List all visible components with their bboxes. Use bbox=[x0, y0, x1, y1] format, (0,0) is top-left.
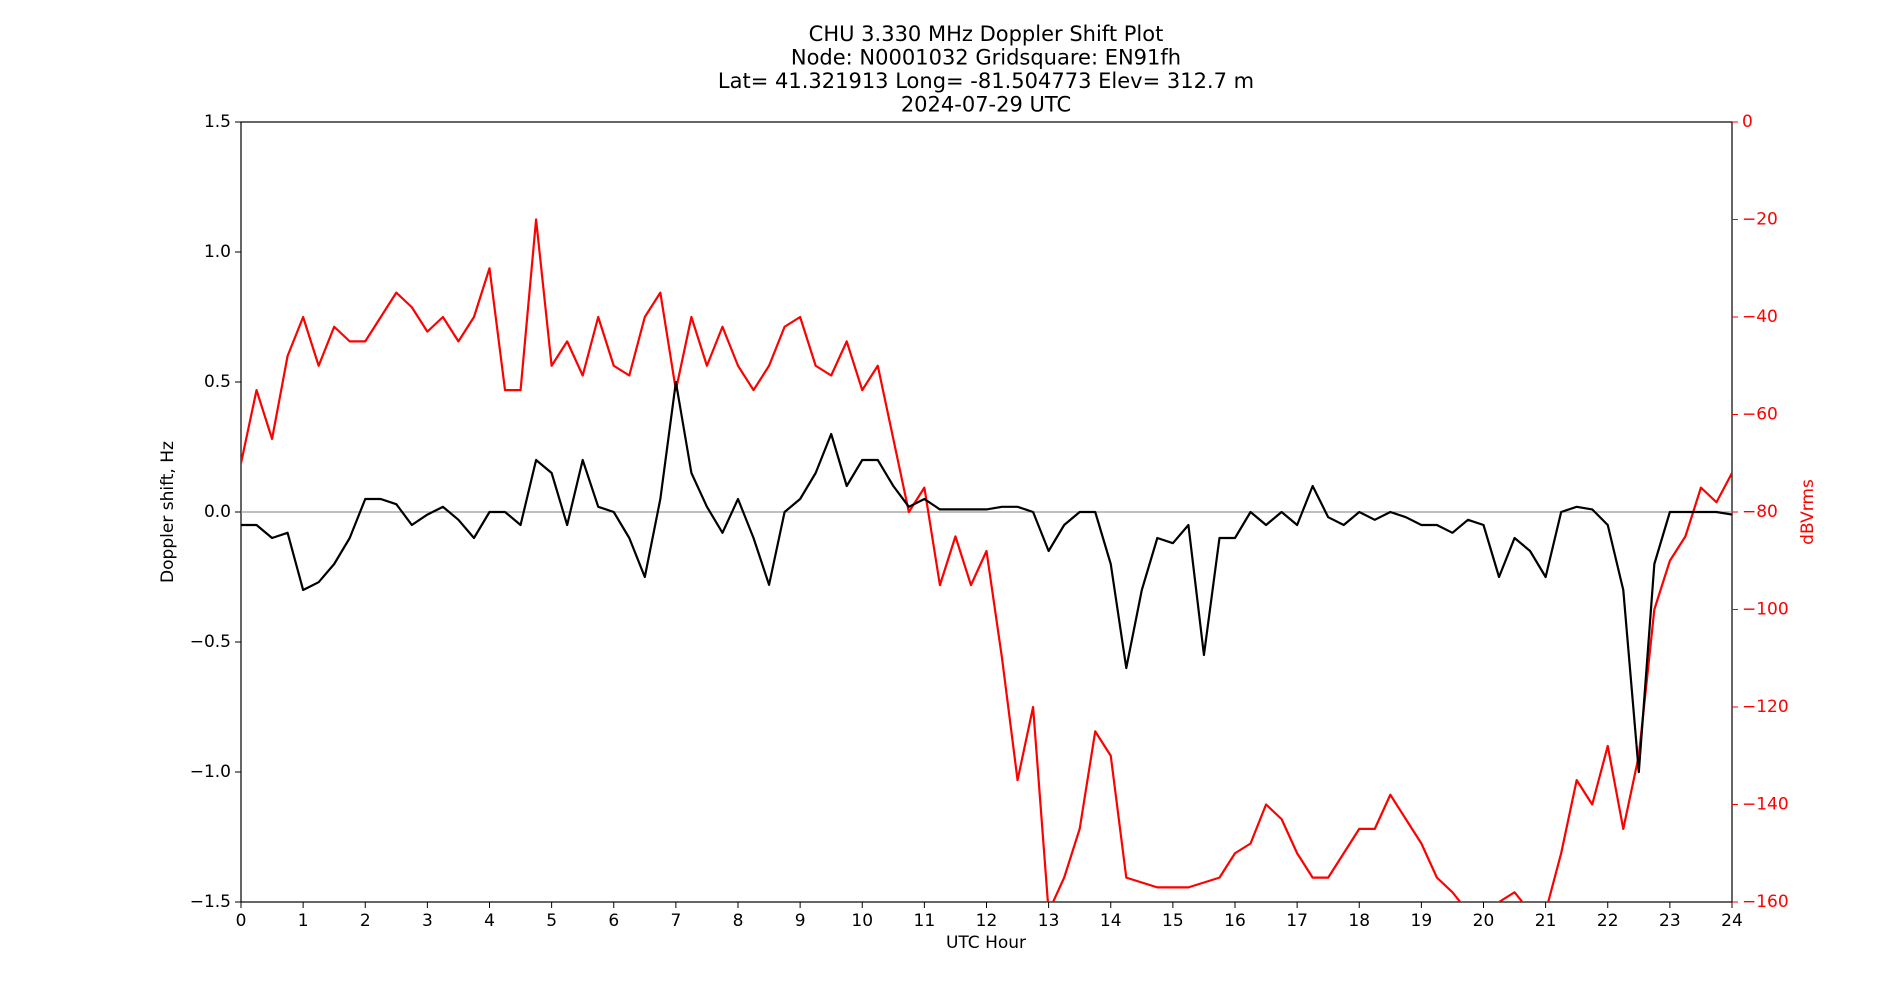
y-tick-label: −1.5 bbox=[190, 892, 231, 912]
x-tick-label: 20 bbox=[1473, 911, 1495, 931]
x-tick-label: 0 bbox=[236, 911, 247, 931]
series-line bbox=[241, 218, 1732, 902]
x-tick-label: 7 bbox=[670, 911, 681, 931]
x-tick-label: 13 bbox=[1038, 911, 1060, 931]
y2-tick-label: −100 bbox=[1742, 600, 1789, 620]
x-tick-label: 16 bbox=[1224, 911, 1246, 931]
x-tick-label: 24 bbox=[1721, 911, 1743, 931]
y-tick-label: 0.0 bbox=[204, 502, 231, 522]
y-tick-label: 0.5 bbox=[204, 372, 231, 392]
x-tick-label: 5 bbox=[546, 911, 557, 931]
y2-tick-label: −140 bbox=[1742, 795, 1789, 815]
y2-tick-label: −80 bbox=[1742, 502, 1778, 522]
y-tick-label: −1.0 bbox=[190, 762, 231, 782]
chart-title: CHU 3.330 MHz Doppler Shift Plot bbox=[809, 22, 1164, 46]
series-line bbox=[241, 380, 1732, 774]
x-tick-label: 3 bbox=[422, 911, 433, 931]
x-tick-label: 18 bbox=[1348, 911, 1370, 931]
x-tick-label: 19 bbox=[1411, 911, 1433, 931]
x-tick-label: 22 bbox=[1597, 911, 1619, 931]
x-tick-label: 2 bbox=[360, 911, 371, 931]
chart-title: Node: N0001032 Gridsquare: EN91fh bbox=[791, 46, 1181, 70]
y2-axis-label: dBVrms bbox=[1798, 479, 1818, 545]
y2-tick-label: 0 bbox=[1742, 112, 1753, 132]
y2-tick-label: −160 bbox=[1742, 892, 1789, 912]
plot-area bbox=[241, 218, 1732, 902]
y-tick-label: 1.5 bbox=[204, 112, 231, 132]
x-tick-label: 23 bbox=[1659, 911, 1681, 931]
y-tick-label: 1.0 bbox=[204, 242, 231, 262]
y2-tick-label: −20 bbox=[1742, 210, 1778, 230]
x-tick-label: 9 bbox=[795, 911, 806, 931]
x-tick-label: 1 bbox=[298, 911, 309, 931]
y2-tick-label: −40 bbox=[1742, 307, 1778, 327]
x-tick-label: 11 bbox=[914, 911, 936, 931]
chart-title: 2024-07-29 UTC bbox=[901, 93, 1071, 117]
y2-tick-label: −120 bbox=[1742, 697, 1789, 717]
y-axis-label: Doppler shift, Hz bbox=[158, 441, 178, 583]
x-tick-label: 4 bbox=[484, 911, 495, 931]
x-tick-label: 17 bbox=[1286, 911, 1308, 931]
x-tick-label: 12 bbox=[976, 911, 998, 931]
x-tick-label: 6 bbox=[608, 911, 619, 931]
x-tick-label: 14 bbox=[1100, 911, 1122, 931]
x-tick-label: 10 bbox=[851, 911, 873, 931]
chart-title: Lat= 41.321913 Long= -81.504773 Elev= 31… bbox=[718, 69, 1254, 93]
x-tick-label: 15 bbox=[1162, 911, 1184, 931]
y2-tick-label: −60 bbox=[1742, 405, 1778, 425]
x-axis-label: UTC Hour bbox=[946, 933, 1026, 953]
x-tick-label: 21 bbox=[1535, 911, 1557, 931]
x-tick-label: 8 bbox=[733, 911, 744, 931]
y-tick-label: −0.5 bbox=[190, 632, 231, 652]
